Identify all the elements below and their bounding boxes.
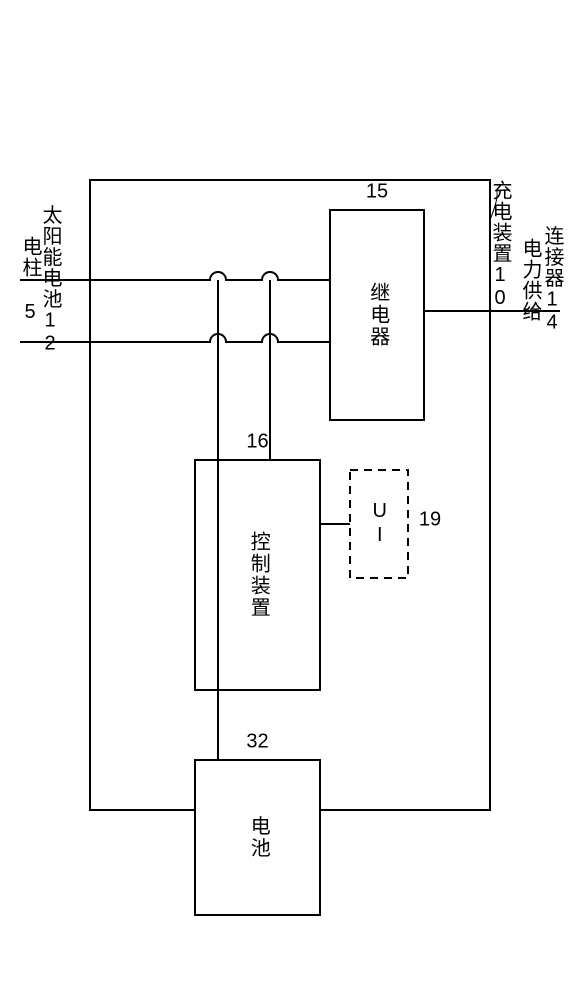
battery-ref: 32 bbox=[246, 730, 268, 752]
diagram-container: 继电器 15 UI 19 控制装置 16 电池 32 充电装置10 电力供给 连… bbox=[0, 0, 585, 1000]
solar-label: 太阳能电池12 bbox=[39, 204, 62, 355]
relay-label: 继电器 bbox=[367, 282, 390, 348]
control-ref: 16 bbox=[246, 430, 268, 452]
relay-ref: 15 bbox=[366, 180, 388, 202]
bus-line-top bbox=[20, 272, 330, 280]
charging-device-label: 充电装置10 bbox=[489, 180, 512, 310]
ui-ref: 19 bbox=[419, 508, 441, 530]
battery-label: 电池 bbox=[247, 815, 270, 859]
connector-label: 连接器14 bbox=[541, 225, 564, 334]
power-supply-label: 电力供给 bbox=[519, 238, 542, 322]
bus-line-bottom bbox=[20, 334, 330, 342]
control-label: 控制装置 bbox=[247, 531, 270, 619]
block-diagram-svg: 继电器 15 UI 19 控制装置 16 电池 32 充电装置10 电力供给 连… bbox=[0, 0, 585, 1000]
ui-label: UI bbox=[369, 500, 391, 548]
